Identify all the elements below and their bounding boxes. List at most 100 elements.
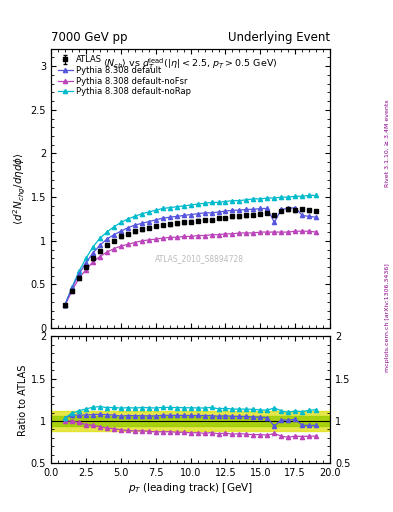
Pythia 8.308 default-noRap <box>70 284 74 290</box>
Pythia 8.308 default-noFsr <box>167 234 172 241</box>
Pythia 8.308 default-noFsr <box>125 241 130 247</box>
Pythia 8.308 default-noRap <box>237 198 242 204</box>
Pythia 8.308 default-noFsr <box>153 236 158 242</box>
Pythia 8.308 default <box>286 205 291 211</box>
Pythia 8.308 default-noRap <box>77 268 81 274</box>
Pythia 8.308 default <box>119 228 123 234</box>
Pythia 8.308 default-noRap <box>265 195 270 201</box>
Pythia 8.308 default-noFsr <box>230 231 235 237</box>
Text: Rivet 3.1.10, ≥ 3.4M events: Rivet 3.1.10, ≥ 3.4M events <box>385 99 389 187</box>
Pythia 8.308 default <box>195 210 200 217</box>
Pythia 8.308 default <box>174 214 179 220</box>
Pythia 8.308 default-noRap <box>279 194 284 200</box>
Pythia 8.308 default <box>160 215 165 221</box>
Pythia 8.308 default-noFsr <box>97 253 102 260</box>
Pythia 8.308 default <box>230 207 235 214</box>
Pythia 8.308 default-noRap <box>293 193 298 199</box>
Legend: ATLAS, Pythia 8.308 default, Pythia 8.308 default-noFsr, Pythia 8.308 default-no: ATLAS, Pythia 8.308 default, Pythia 8.30… <box>55 53 194 99</box>
Pythia 8.308 default <box>293 205 298 211</box>
Pythia 8.308 default-noRap <box>251 196 256 202</box>
Pythia 8.308 default <box>181 212 186 219</box>
Pythia 8.308 default-noFsr <box>237 230 242 236</box>
Pythia 8.308 default-noRap <box>244 197 249 203</box>
Pythia 8.308 default-noRap <box>132 214 137 220</box>
Pythia 8.308 default-noRap <box>174 204 179 210</box>
Y-axis label: Ratio to ATLAS: Ratio to ATLAS <box>18 364 28 436</box>
Pythia 8.308 default <box>265 205 270 211</box>
Pythia 8.308 default-noFsr <box>300 228 305 234</box>
Pythia 8.308 default <box>307 214 312 220</box>
Pythia 8.308 default-noRap <box>188 202 193 208</box>
Pythia 8.308 default <box>167 214 172 220</box>
Pythia 8.308 default-noRap <box>223 199 228 205</box>
Pythia 8.308 default-noRap <box>153 207 158 214</box>
Pythia 8.308 default-noRap <box>272 195 277 201</box>
Pythia 8.308 default <box>314 214 318 220</box>
Pythia 8.308 default-noRap <box>307 193 312 199</box>
Line: Pythia 8.308 default: Pythia 8.308 default <box>63 205 318 307</box>
Pythia 8.308 default <box>244 206 249 212</box>
Pythia 8.308 default <box>84 260 88 266</box>
X-axis label: $p_T$ (leading track) [GeV]: $p_T$ (leading track) [GeV] <box>128 481 253 495</box>
Pythia 8.308 default <box>202 210 207 216</box>
Pythia 8.308 default <box>251 206 256 212</box>
Pythia 8.308 default-noFsr <box>244 230 249 236</box>
Y-axis label: $\langle d^2 N_{chg}/d\eta d\phi\rangle$: $\langle d^2 N_{chg}/d\eta d\phi\rangle$ <box>12 152 28 225</box>
Line: Pythia 8.308 default-noRap: Pythia 8.308 default-noRap <box>63 194 318 307</box>
Pythia 8.308 default-noFsr <box>272 229 277 235</box>
Pythia 8.308 default-noFsr <box>209 231 214 238</box>
Pythia 8.308 default-noFsr <box>307 228 312 234</box>
Pythia 8.308 default-noFsr <box>258 229 263 235</box>
Pythia 8.308 default <box>77 271 81 277</box>
Pythia 8.308 default-noRap <box>314 193 318 199</box>
Pythia 8.308 default-noFsr <box>181 233 186 240</box>
Pythia 8.308 default-noFsr <box>63 303 68 309</box>
Pythia 8.308 default-noFsr <box>112 246 116 252</box>
Pythia 8.308 default <box>258 205 263 211</box>
Pythia 8.308 default <box>279 206 284 212</box>
Text: Underlying Event: Underlying Event <box>228 31 330 44</box>
Pythia 8.308 default <box>237 207 242 214</box>
Pythia 8.308 default <box>272 220 277 226</box>
Pythia 8.308 default-noRap <box>91 244 95 250</box>
Pythia 8.308 default-noFsr <box>216 231 221 238</box>
Pythia 8.308 default-noRap <box>140 210 144 217</box>
Pythia 8.308 default-noRap <box>97 235 102 241</box>
Pythia 8.308 default-noFsr <box>251 230 256 236</box>
Pythia 8.308 default-noFsr <box>195 232 200 239</box>
Pythia 8.308 default-noFsr <box>146 237 151 243</box>
Text: 7000 GeV pp: 7000 GeV pp <box>51 31 128 44</box>
Pythia 8.308 default-noRap <box>230 198 235 204</box>
Pythia 8.308 default-noRap <box>112 224 116 230</box>
Pythia 8.308 default-noRap <box>160 205 165 211</box>
Pythia 8.308 default <box>153 217 158 223</box>
Pythia 8.308 default-noFsr <box>293 228 298 234</box>
Pythia 8.308 default-noRap <box>84 255 88 261</box>
Pythia 8.308 default-noFsr <box>119 243 123 249</box>
Text: mcplots.cern.ch [arXiv:1306.3436]: mcplots.cern.ch [arXiv:1306.3436] <box>385 263 389 372</box>
Pythia 8.308 default-noFsr <box>223 231 228 237</box>
Pythia 8.308 default <box>146 219 151 225</box>
Pythia 8.308 default <box>91 250 95 256</box>
Pythia 8.308 default-noFsr <box>132 240 137 246</box>
Pythia 8.308 default-noRap <box>195 201 200 207</box>
Pythia 8.308 default-noFsr <box>91 259 95 265</box>
Pythia 8.308 default <box>105 236 109 242</box>
Pythia 8.308 default <box>132 222 137 228</box>
Pythia 8.308 default-noFsr <box>105 249 109 255</box>
Pythia 8.308 default-noFsr <box>77 275 81 282</box>
Pythia 8.308 default-noFsr <box>314 229 318 235</box>
Pythia 8.308 default <box>223 208 228 214</box>
Pythia 8.308 default-noFsr <box>265 229 270 235</box>
Pythia 8.308 default <box>125 225 130 231</box>
Pythia 8.308 default-noFsr <box>174 234 179 241</box>
Pythia 8.308 default-noRap <box>105 229 109 235</box>
Pythia 8.308 default-noFsr <box>70 288 74 294</box>
Pythia 8.308 default-noRap <box>146 209 151 215</box>
Pythia 8.308 default-noFsr <box>279 229 284 235</box>
Pythia 8.308 default <box>63 302 68 308</box>
Text: ATLAS_2010_S8894728: ATLAS_2010_S8894728 <box>154 254 244 263</box>
Pythia 8.308 default <box>97 242 102 248</box>
Pythia 8.308 default <box>216 209 221 215</box>
Pythia 8.308 default <box>112 231 116 238</box>
